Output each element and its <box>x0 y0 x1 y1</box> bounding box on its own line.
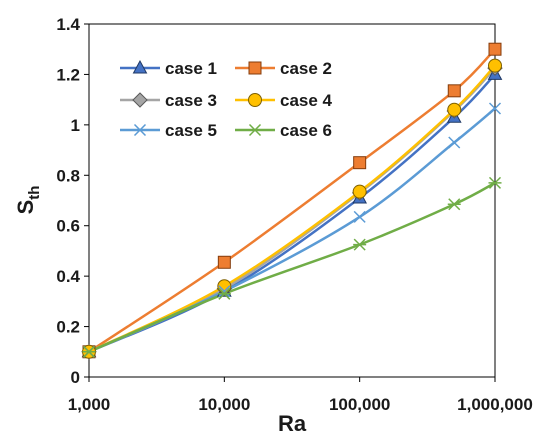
y-tick-label: 0 <box>71 368 80 387</box>
x-tick-label: 100,000 <box>329 395 390 414</box>
data-point <box>352 184 367 199</box>
series-markers-case-6 <box>82 176 502 358</box>
legend-label: case 1 <box>165 59 217 78</box>
legend-marker <box>132 92 148 108</box>
series-case-3 <box>88 67 496 353</box>
y-axis-title-subscript: th <box>26 186 43 200</box>
series-case-5 <box>88 107 496 353</box>
y-tick-label: 0.6 <box>56 217 80 236</box>
data-point <box>447 102 462 117</box>
y-axis-ticks: 0 0.2 0.4 0.6 0.8 1 1.2 1.4 <box>56 15 89 387</box>
series-line <box>88 107 496 353</box>
data-point <box>447 198 461 211</box>
legend-label: case 6 <box>280 121 332 140</box>
series-line <box>88 67 496 353</box>
series-markers-case-5 <box>82 102 502 358</box>
data-point <box>218 285 231 298</box>
legend-entry: case 5 <box>120 121 217 140</box>
legend-label: case 5 <box>165 121 217 140</box>
legend-marker <box>133 123 147 137</box>
legend-entry: case 4 <box>235 91 333 110</box>
series-line <box>88 181 496 353</box>
x-tick-label: 10,000 <box>198 395 250 414</box>
y-axis-title-main: S <box>13 200 38 215</box>
legend-label: case 3 <box>165 91 217 110</box>
series-case-6 <box>88 181 496 353</box>
legend-marker <box>248 61 262 75</box>
data-point <box>488 176 502 189</box>
plot-area-frame <box>88 23 496 378</box>
x-axis-ticks: 1,000 10,000 100,000 1,000,000 <box>68 377 533 414</box>
data-point <box>488 42 502 56</box>
y-axis-title: Sth <box>13 186 43 215</box>
data-point <box>217 287 231 300</box>
data-point <box>488 58 502 73</box>
y-tick-label: 1.4 <box>56 15 80 34</box>
y-tick-label: 0.8 <box>56 166 80 185</box>
y-tick-label: 0.2 <box>56 318 80 337</box>
legend-entry: case 6 <box>235 121 332 140</box>
legend-entry: case 1 <box>120 59 217 78</box>
legend-entry: case 3 <box>120 91 217 110</box>
x-tick-label: 1,000,000 <box>457 395 533 414</box>
legend-marker <box>248 123 262 137</box>
data-point <box>447 84 461 98</box>
legend: case 1 case 2 case 3 case 4 case 5 case 6 <box>120 59 333 140</box>
data-point <box>217 255 231 269</box>
data-point <box>353 156 367 170</box>
data-point <box>82 345 96 358</box>
x-tick-label: 1,000 <box>68 395 111 414</box>
data-point <box>488 102 502 115</box>
data-point <box>448 136 461 149</box>
y-tick-label: 1.2 <box>56 65 80 84</box>
legend-entry: case 2 <box>235 59 332 78</box>
series-lines <box>81 42 503 360</box>
data-point <box>353 238 367 251</box>
y-tick-label: 0.4 <box>56 267 80 286</box>
data-point <box>217 279 232 294</box>
y-tick-label: 1 <box>71 116 80 135</box>
legend-marker <box>248 93 262 107</box>
x-axis-title: Ra <box>278 411 307 436</box>
data-point <box>353 210 366 223</box>
legend-label: case 4 <box>280 91 333 110</box>
legend-label: case 2 <box>280 59 332 78</box>
legend-marker <box>132 59 148 74</box>
